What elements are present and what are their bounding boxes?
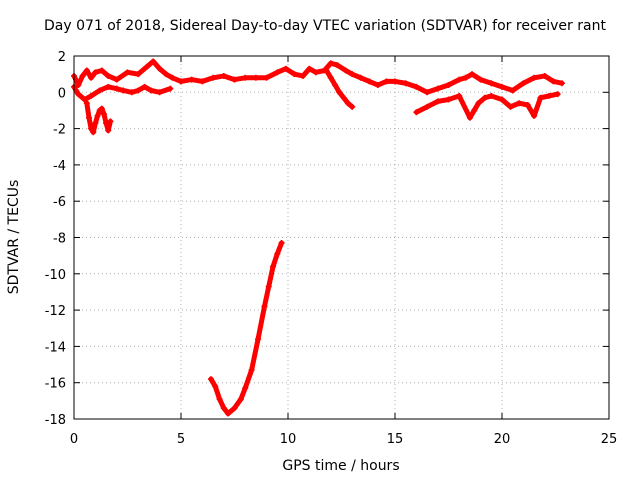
y-tick-label: -6: [53, 195, 66, 210]
y-tick-label: -8: [53, 232, 66, 247]
x-tick-label: 15: [387, 432, 404, 447]
data-point: [349, 103, 356, 110]
series-left-dip: [83, 100, 114, 136]
data-point: [167, 85, 174, 92]
series-mid-drop: [323, 67, 356, 110]
series-lower-band: [71, 83, 174, 103]
x-tick-label: 10: [280, 432, 297, 447]
x-axis-label: GPS time / hours: [282, 458, 399, 474]
series-right-band: [413, 91, 561, 121]
y-tick-label: 2: [58, 50, 66, 65]
y-tick-label: 0: [58, 86, 66, 101]
chart-title: Day 071 of 2018, Sidereal Day-to-day VTE…: [44, 18, 606, 34]
y-tick-label: -18: [45, 413, 66, 428]
series-main: [71, 58, 565, 96]
data-point: [107, 118, 114, 125]
series-segment: [255, 303, 267, 342]
x-tick-label: 20: [494, 432, 511, 447]
series-deep-dip: [207, 239, 285, 417]
plot-frame: [73, 55, 610, 420]
y-axis-label: SDTVAR / TECUs: [6, 180, 22, 295]
y-tick-label: -2: [53, 123, 66, 138]
x-tick-label: 5: [177, 432, 185, 447]
x-tick-label: 0: [70, 432, 78, 447]
series-segment: [249, 336, 261, 373]
series-segment: [531, 95, 544, 119]
series-segment: [456, 93, 473, 121]
y-tick-label: -16: [45, 377, 66, 392]
y-tick-label: -10: [45, 268, 66, 283]
data-point: [554, 91, 561, 98]
series-segment: [242, 367, 255, 391]
series-segment: [261, 284, 272, 309]
x-tick-label: 25: [601, 432, 618, 447]
data-marks: [71, 58, 565, 417]
y-tick-label: -14: [45, 340, 66, 355]
data-point: [278, 239, 285, 246]
series-segment: [266, 264, 276, 290]
data-point: [558, 80, 565, 87]
y-tick-label: -12: [45, 304, 66, 319]
grid-lines: [74, 56, 609, 419]
y-tick-label: -4: [53, 159, 66, 174]
